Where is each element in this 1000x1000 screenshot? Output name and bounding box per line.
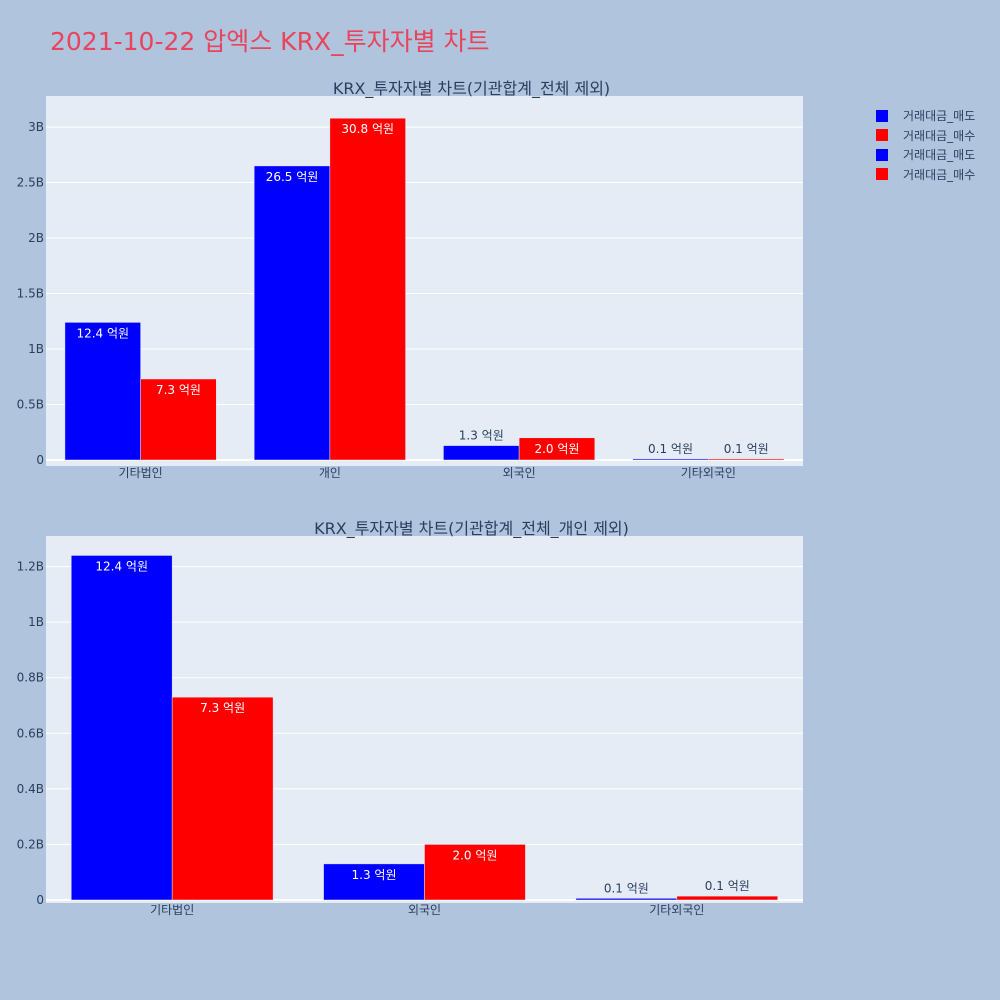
data-label: 0.1 억원 (705, 879, 750, 893)
y-tick-label: 0.2B (17, 837, 44, 851)
legend-item-buy[interactable]: 거래대금_매수 (876, 165, 975, 185)
y-tick-label: 2.5B (17, 176, 44, 190)
legend-swatch-icon (876, 129, 888, 142)
x-tick-label: 기타외국인 (649, 903, 704, 917)
bar (329, 117, 406, 461)
data-label: 30.8 억원 (341, 122, 394, 136)
bar (171, 696, 274, 901)
y-tick-label: 1B (28, 342, 44, 356)
data-label: 0.1 억원 (604, 881, 649, 895)
bar (70, 555, 173, 901)
x-tick-label: 기타법인 (150, 903, 194, 917)
y-tick-label: 0.8B (17, 671, 44, 685)
legend-item-buy[interactable]: 거래대금_매수 (876, 126, 975, 146)
data-label: 7.3 억원 (200, 701, 245, 715)
legend-label: 거래대금_매도 (903, 109, 976, 124)
legend-swatch-icon (876, 148, 888, 161)
y-tick-label: 0.5B (17, 398, 44, 412)
chart-title: KRX_투자자별 차트(기관합계_전체_개인 제외) (314, 519, 629, 539)
bar (632, 458, 709, 461)
data-label: 0.1 억원 (648, 442, 693, 456)
y-tick-label: 0.4B (17, 782, 44, 796)
data-label: 1.3 억원 (352, 868, 397, 882)
data-label: 2.0 억원 (534, 442, 579, 456)
legend-swatch-icon (876, 168, 888, 181)
y-tick-label: 1B (28, 615, 44, 629)
bar (676, 895, 779, 901)
x-tick-label: 외국인 (503, 466, 536, 480)
bar (443, 445, 520, 461)
legend-label: 거래대금_매수 (903, 128, 976, 143)
y-tick-label: 2B (28, 231, 44, 245)
data-label: 12.4 억원 (76, 326, 129, 340)
legend-label: 거래대금_매수 (903, 167, 976, 182)
data-label: 26.5 억원 (266, 170, 319, 184)
legend-label: 거래대금_매도 (903, 148, 976, 163)
y-tick-label: 0 (36, 893, 44, 907)
page-title: 2021-10-22 압엑스 KRX_투자자별 차트 (50, 27, 490, 56)
data-label: 7.3 억원 (156, 383, 201, 397)
y-tick-label: 0.6B (17, 726, 44, 740)
bar (708, 458, 785, 461)
bar (64, 322, 141, 461)
legend-item-sell[interactable]: 거래대금_매도 (876, 106, 975, 126)
x-tick-label: 기타법인 (119, 466, 163, 480)
bar (140, 378, 217, 461)
chart-title: KRX_투자자별 차트(기관합계_전체 제외) (333, 79, 610, 99)
y-tick-label: 3B (28, 120, 44, 134)
x-tick-label: 외국인 (408, 903, 441, 917)
data-label: 12.4 억원 (95, 559, 148, 573)
bar (518, 437, 596, 461)
data-label: 0.1 억원 (724, 442, 769, 456)
legend-item-sell[interactable]: 거래대금_매도 (876, 145, 975, 165)
legend-swatch-icon (876, 109, 888, 122)
bar (253, 165, 331, 461)
data-label: 2.0 억원 (452, 848, 497, 862)
y-tick-label: 1.5B (17, 287, 44, 301)
x-tick-label: 기타외국인 (681, 466, 736, 480)
bar (323, 863, 425, 901)
bar (575, 898, 678, 901)
y-tick-label: 0 (36, 453, 44, 467)
data-label: 1.3 억원 (459, 429, 504, 443)
y-tick-label: 1.2B (17, 560, 44, 574)
x-tick-label: 개인 (319, 466, 341, 480)
legend[interactable]: 거래대금_매도 거래대금_매수 거래대금_매도 거래대금_매수 (876, 106, 975, 184)
bar (424, 844, 526, 901)
